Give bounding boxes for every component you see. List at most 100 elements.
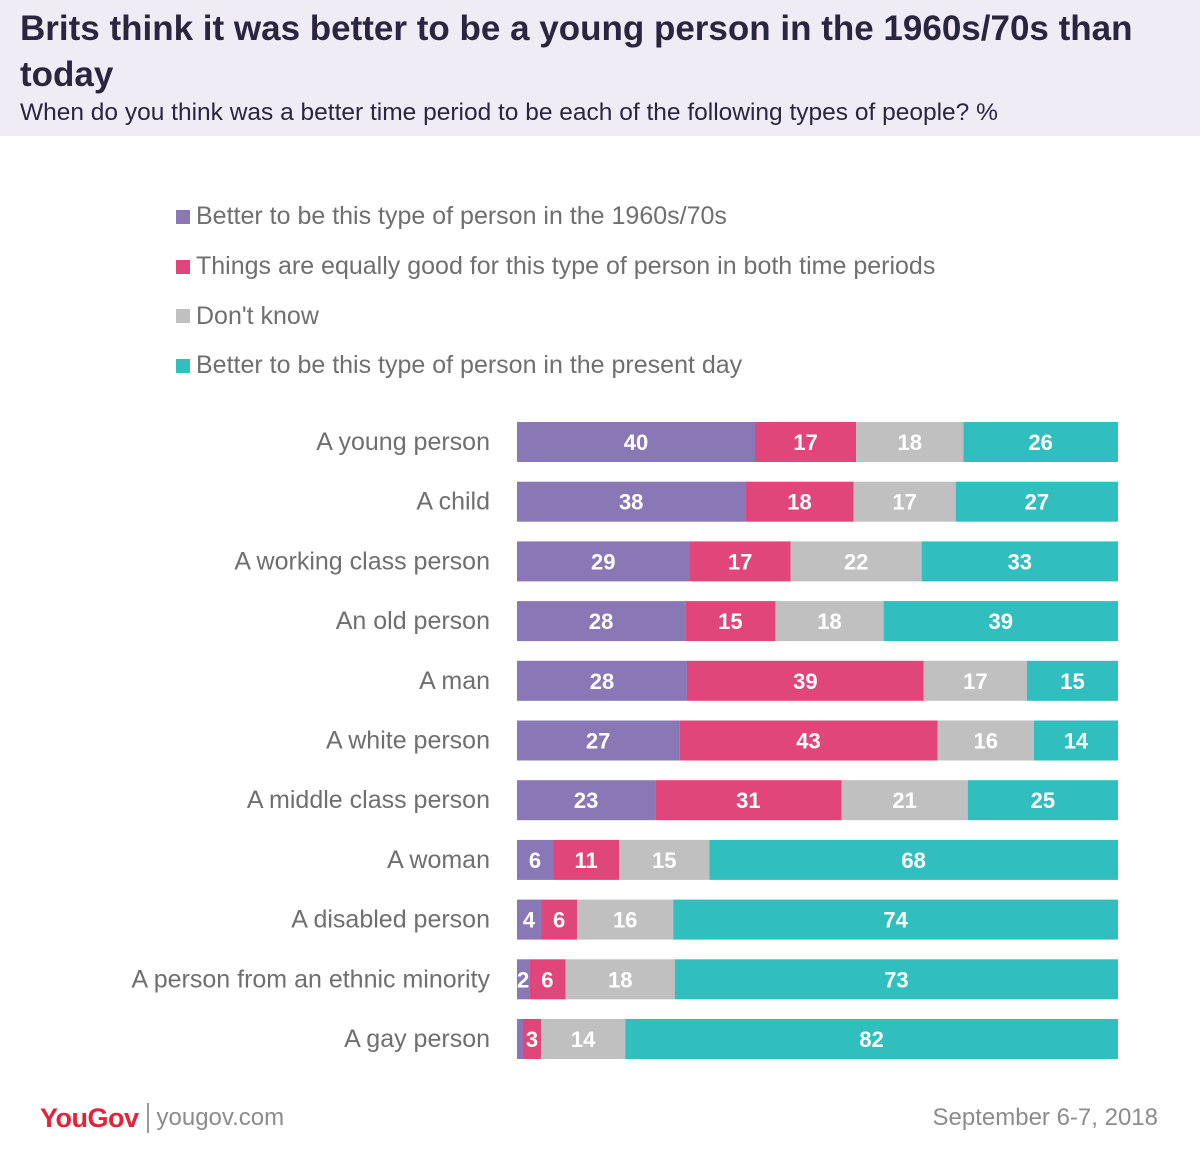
value-label-a-working-class-person-s2: 22 xyxy=(844,549,868,574)
bar-segment-a-gay-person-s0 xyxy=(517,1019,524,1059)
value-label-a-woman-s1: 11 xyxy=(574,848,597,873)
bar-segment-a-working-class-person-s3 xyxy=(921,541,1118,582)
value-label-a-woman-s2: 15 xyxy=(652,848,676,873)
bar-segment-a-man-s0 xyxy=(517,660,687,701)
value-label-a-child-s1: 18 xyxy=(787,490,811,515)
bar-segment-a-white-person-s3 xyxy=(1033,720,1118,761)
legend-item-equally-good: Things are equally good for this type of… xyxy=(176,242,935,292)
value-label-a-woman-s0: 6 xyxy=(529,848,541,873)
legend-swatch-equally-good xyxy=(176,259,190,274)
bar-segment-a-man-s3 xyxy=(1026,660,1118,701)
bar-segment-a-person-from-an-ethnic-minority-s0 xyxy=(517,959,530,1000)
bar-segment-a-young-person-s1 xyxy=(755,422,857,462)
legend-label-present-day: Better to be this type of person in the … xyxy=(196,351,743,380)
bar-segment-a-person-from-an-ethnic-minority-s2 xyxy=(565,959,675,1000)
value-label-a-white-person-s0: 27 xyxy=(586,729,610,754)
bar-segment-an-old-person-s3 xyxy=(883,601,1118,642)
category-label-a-gay-person: A gay person xyxy=(344,1025,490,1053)
category-label-an-old-person: An old person xyxy=(336,607,490,635)
value-label-a-disabled-person-s1: 6 xyxy=(553,908,565,933)
bar-segment-a-woman-s1 xyxy=(553,839,620,880)
bar-segment-a-middle-class-person-s1 xyxy=(655,780,842,821)
site-url: yougov.com xyxy=(156,1104,285,1131)
category-label-a-disabled-person: A disabled person xyxy=(291,906,490,934)
bar-segment-a-woman-s0 xyxy=(517,839,554,880)
value-label-a-person-from-an-ethnic-minority-s0: 2 xyxy=(517,967,529,992)
bar-segment-an-old-person-s0 xyxy=(517,601,686,642)
value-label-an-old-person-s2: 18 xyxy=(817,609,841,634)
logo-you-text: You xyxy=(40,1102,88,1133)
category-label-a-white-person: A white person xyxy=(326,727,490,755)
bar-segment-a-white-person-s2 xyxy=(937,720,1034,761)
header-band: Brits think it was better to be a young … xyxy=(0,0,1200,136)
category-label-a-working-class-person: A working class person xyxy=(234,547,490,575)
value-label-a-child-s3: 27 xyxy=(1025,490,1049,515)
legend-swatch-1960s-70s xyxy=(176,209,190,224)
value-label-a-young-person-s3: 26 xyxy=(1028,430,1052,455)
chart-subtitle: When do you think was a better time peri… xyxy=(20,99,998,126)
bar-segment-a-disabled-person-s0 xyxy=(517,899,542,940)
bar-segment-a-white-person-s0 xyxy=(517,720,680,761)
value-label-an-old-person-s1: 15 xyxy=(718,609,742,634)
bar-segment-a-white-person-s1 xyxy=(679,720,938,761)
value-label-a-disabled-person-s2: 16 xyxy=(613,908,637,933)
value-label-a-working-class-person-s1: 17 xyxy=(728,549,752,574)
category-label-a-woman: A woman xyxy=(387,846,490,874)
bar-segment-a-woman-s3 xyxy=(709,839,1118,880)
bar-segment-a-gay-person-s3 xyxy=(625,1019,1118,1059)
bar-segment-a-young-person-s0 xyxy=(517,422,756,462)
value-label-a-disabled-person-s0: 4 xyxy=(523,908,536,933)
bar-segment-a-man-s1 xyxy=(686,660,924,701)
value-label-a-person-from-an-ethnic-minority-s3: 73 xyxy=(884,967,908,992)
value-label-a-white-person-s2: 16 xyxy=(974,729,998,754)
category-label-a-child: A child xyxy=(416,488,490,516)
legend-label-dont-know: Don't know xyxy=(196,301,319,330)
category-label-a-man: A man xyxy=(419,667,490,695)
bar-segment-a-middle-class-person-s3 xyxy=(967,780,1118,821)
legend-swatch-dont-know xyxy=(176,309,190,324)
value-label-a-child-s2: 17 xyxy=(892,490,916,515)
value-label-a-white-person-s3: 14 xyxy=(1064,729,1089,754)
legend-label-1960s-70s: Better to be this type of person in the … xyxy=(196,202,727,231)
bar-segment-a-person-from-an-ethnic-minority-s1 xyxy=(529,959,566,1000)
value-label-a-young-person-s0: 40 xyxy=(624,430,648,455)
bar-segment-a-disabled-person-s2 xyxy=(577,899,674,940)
legend-label-equally-good: Things are equally good for this type of… xyxy=(196,252,936,281)
bar-segment-a-working-class-person-s2 xyxy=(790,541,922,582)
survey-date: September 6-7, 2018 xyxy=(932,1104,1158,1131)
bar-segment-an-old-person-s1 xyxy=(685,601,776,642)
bar-segment-a-gay-person-s2 xyxy=(541,1019,626,1059)
bar-segment-a-gay-person-s1 xyxy=(523,1019,542,1059)
value-label-a-young-person-s2: 18 xyxy=(897,430,921,455)
value-label-a-man-s2: 17 xyxy=(963,669,987,694)
bar-segment-a-young-person-s2 xyxy=(856,422,964,462)
bar-segment-a-middle-class-person-s2 xyxy=(841,780,968,821)
value-label-a-man-s0: 28 xyxy=(590,669,614,694)
category-label-a-young-person: A young person xyxy=(316,428,490,456)
bar-segment-a-working-class-person-s1 xyxy=(689,541,791,582)
value-label-a-woman-s3: 68 xyxy=(901,848,925,873)
chart-title: Brits think it was better to be a young … xyxy=(20,9,1133,94)
bar-segment-an-old-person-s2 xyxy=(775,601,884,642)
bar-segment-a-child-s0 xyxy=(517,481,746,522)
value-label-a-middle-class-person-s1: 31 xyxy=(736,788,760,813)
value-label-an-old-person-s0: 28 xyxy=(589,609,613,634)
bar-segment-a-woman-s2 xyxy=(619,839,710,880)
value-label-a-middle-class-person-s0: 23 xyxy=(574,788,598,813)
bar-segment-a-person-from-an-ethnic-minority-s3 xyxy=(674,959,1118,1000)
bar-segment-a-working-class-person-s0 xyxy=(517,541,690,582)
value-label-a-middle-class-person-s3: 25 xyxy=(1031,788,1055,813)
yougov-logo: You Gov yougov.com xyxy=(40,1100,284,1136)
value-label-a-gay-person-s3: 82 xyxy=(859,1027,883,1052)
category-label-a-person-from-an-ethnic-minority: A person from an ethnic minority xyxy=(132,965,491,993)
value-label-a-disabled-person-s3: 74 xyxy=(883,908,908,933)
value-label-a-man-s1: 39 xyxy=(793,669,817,694)
logo-gov-text: Gov xyxy=(87,1102,140,1133)
bar-segment-a-disabled-person-s1 xyxy=(541,899,578,940)
bar-segment-a-middle-class-person-s0 xyxy=(517,780,656,821)
value-label-a-gay-person-s2: 14 xyxy=(571,1027,596,1052)
value-label-a-person-from-an-ethnic-minority-s2: 18 xyxy=(608,967,632,992)
bar-segment-a-child-s1 xyxy=(745,481,854,522)
legend: Better to be this type of person in the … xyxy=(176,192,935,391)
value-label-a-child-s0: 38 xyxy=(619,490,643,515)
